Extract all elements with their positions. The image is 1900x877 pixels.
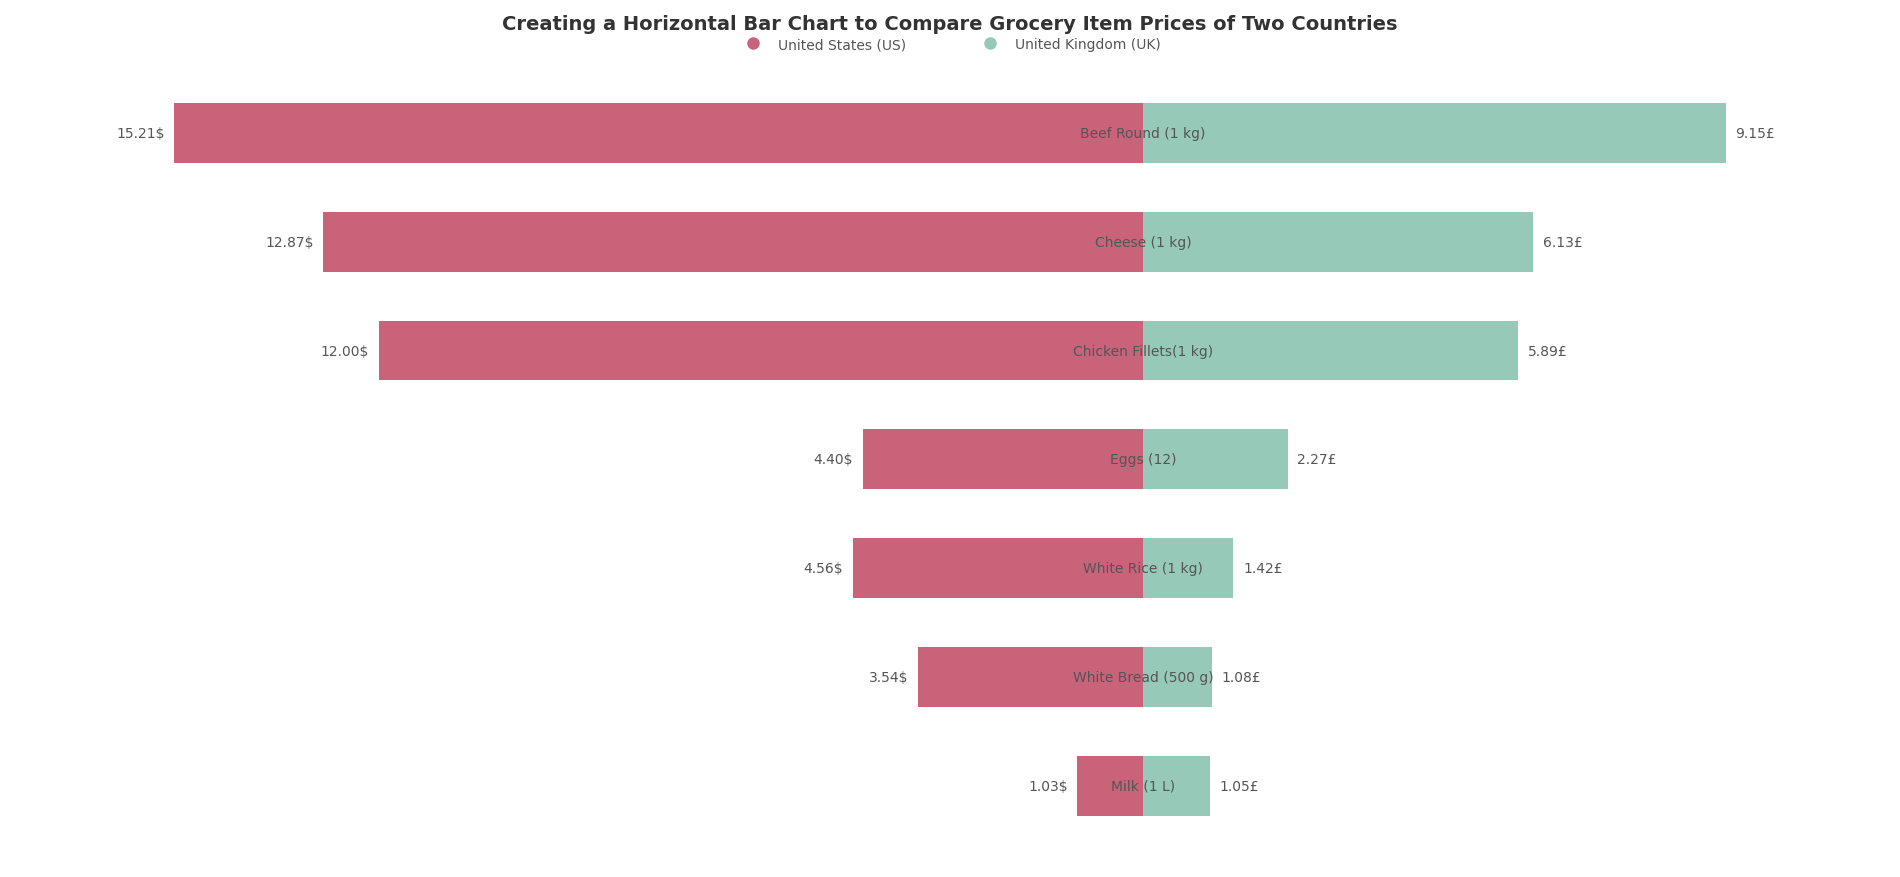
Bar [1144,538,1233,598]
Text: 4.56$: 4.56$ [804,561,844,575]
Text: Eggs (12): Eggs (12) [1110,453,1176,467]
Bar [1144,430,1288,489]
Bar [1144,212,1533,273]
Text: 15.21$: 15.21$ [116,127,165,141]
Text: White Rice (1 kg): White Rice (1 kg) [1083,561,1203,575]
Bar [1144,756,1210,816]
Bar [918,647,1144,707]
Text: 5.89£: 5.89£ [1528,344,1568,358]
Text: Chicken Fillets(1 kg): Chicken Fillets(1 kg) [1074,344,1212,358]
Text: Beef Round (1 kg): Beef Round (1 kg) [1081,127,1206,141]
Bar [1144,321,1518,381]
Bar [1144,647,1212,707]
Text: 4.40$: 4.40$ [813,453,853,467]
Bar [378,321,1144,381]
Bar [863,430,1144,489]
Text: 1.42£: 1.42£ [1243,561,1283,575]
Text: 12.87$: 12.87$ [266,236,314,249]
Title: Creating a Horizontal Bar Chart to Compare Grocery Item Prices of Two Countries: Creating a Horizontal Bar Chart to Compa… [502,15,1398,34]
Text: 3.54$: 3.54$ [868,670,908,684]
Text: Milk (1 L): Milk (1 L) [1112,779,1174,793]
Bar [323,212,1144,273]
Legend: United States (US), United Kingdom (UK): United States (US), United Kingdom (UK) [733,32,1167,58]
Text: 1.08£: 1.08£ [1222,670,1262,684]
Bar [1077,756,1144,816]
Text: White Bread (500 g): White Bread (500 g) [1074,670,1214,684]
Text: 6.13£: 6.13£ [1543,236,1583,249]
Text: 9.15£: 9.15£ [1735,127,1775,141]
Bar [1144,103,1725,164]
Text: Cheese (1 kg): Cheese (1 kg) [1094,236,1191,249]
Text: 1.05£: 1.05£ [1220,779,1260,793]
Bar [175,103,1144,164]
Text: 12.00$: 12.00$ [321,344,369,358]
Text: 2.27£: 2.27£ [1298,453,1336,467]
Text: 1.03$: 1.03$ [1028,779,1068,793]
Bar [853,538,1144,598]
